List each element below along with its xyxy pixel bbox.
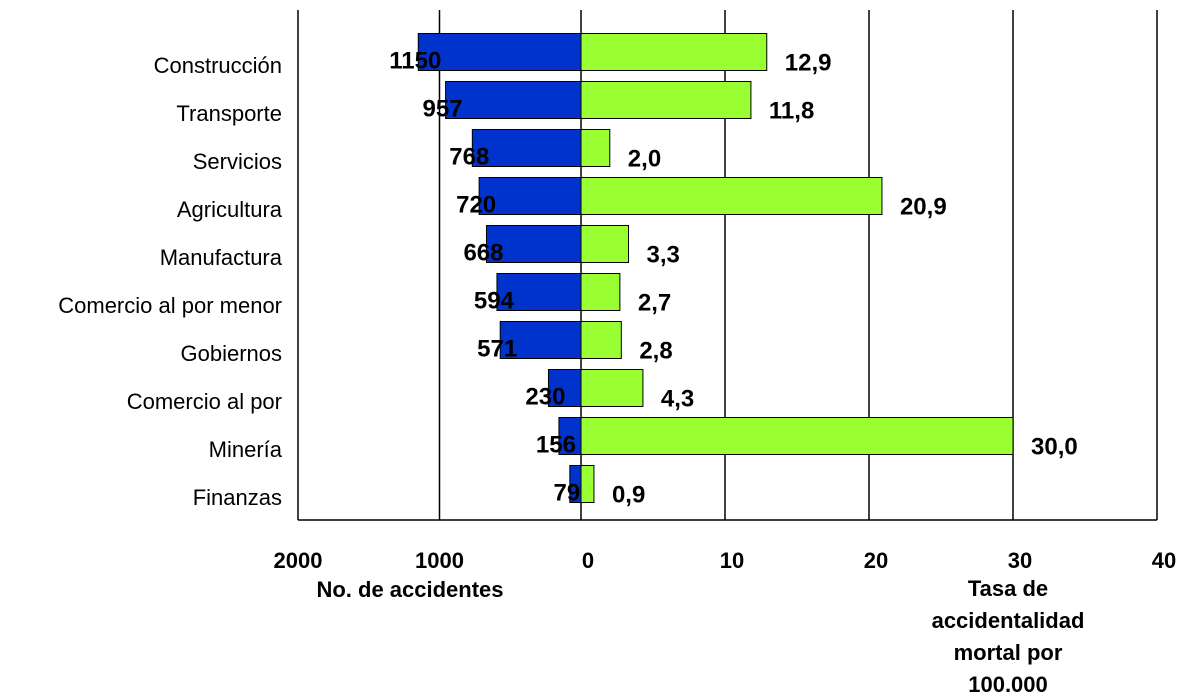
axis-title: No. de accidentes — [316, 577, 503, 602]
category-label: Comercio al por — [127, 389, 282, 414]
x-tick-label: 10 — [720, 548, 744, 573]
value-label: 0,9 — [612, 481, 645, 508]
axis-title: mortal por — [954, 640, 1063, 665]
category-label: Transporte — [176, 101, 282, 126]
bar — [580, 225, 630, 263]
bar — [580, 465, 595, 503]
category-label: Comercio al por menor — [58, 293, 282, 318]
category-label: Manufactura — [160, 245, 283, 270]
value-label: 2,8 — [639, 337, 672, 364]
value-label: 12,9 — [785, 49, 832, 76]
value-label: 230 — [525, 383, 565, 410]
bar — [580, 177, 883, 215]
category-label: Servicios — [193, 149, 282, 174]
value-label: 2,7 — [638, 289, 671, 316]
x-tick-label: 30 — [1008, 548, 1032, 573]
value-label: 1150 — [389, 47, 441, 74]
value-label: 4,3 — [661, 385, 694, 412]
bar — [580, 369, 644, 407]
axis-title: 100.000 — [968, 672, 1048, 695]
value-label: 156 — [536, 431, 576, 458]
category-label: Construcción — [154, 53, 282, 78]
value-label: 2,0 — [628, 145, 661, 172]
bar — [471, 129, 582, 167]
value-label: 768 — [449, 143, 489, 170]
bar — [445, 81, 582, 119]
bar — [547, 369, 582, 407]
bar — [580, 129, 611, 167]
bar — [580, 81, 752, 119]
value-label: 594 — [474, 287, 515, 314]
value-label: 3,3 — [647, 241, 680, 268]
value-label: 30,0 — [1031, 433, 1078, 460]
value-label: 11,8 — [769, 97, 814, 124]
value-label: 720 — [456, 191, 496, 218]
value-label: 79 — [553, 479, 580, 506]
bar — [580, 417, 1014, 455]
x-tick-label: 0 — [582, 548, 594, 573]
bar — [580, 273, 621, 311]
category-label: Finanzas — [193, 485, 282, 510]
value-label: 20,9 — [900, 193, 947, 220]
x-tick-label: 2000 — [274, 548, 323, 573]
bar — [580, 33, 768, 71]
bar — [580, 321, 622, 359]
bar — [478, 177, 582, 215]
category-label: Minería — [209, 437, 283, 462]
category-label: Gobiernos — [180, 341, 282, 366]
x-tick-label: 40 — [1152, 548, 1176, 573]
category-label: Agricultura — [177, 197, 283, 222]
bar — [417, 33, 582, 71]
value-label: 571 — [477, 335, 517, 362]
axis-title: Tasa de — [968, 576, 1048, 601]
x-tick-label: 20 — [864, 548, 888, 573]
value-label: 957 — [423, 95, 463, 122]
value-label: 668 — [463, 239, 503, 266]
x-tick-label: 1000 — [415, 548, 464, 573]
axis-title: accidentalidad — [932, 608, 1085, 633]
